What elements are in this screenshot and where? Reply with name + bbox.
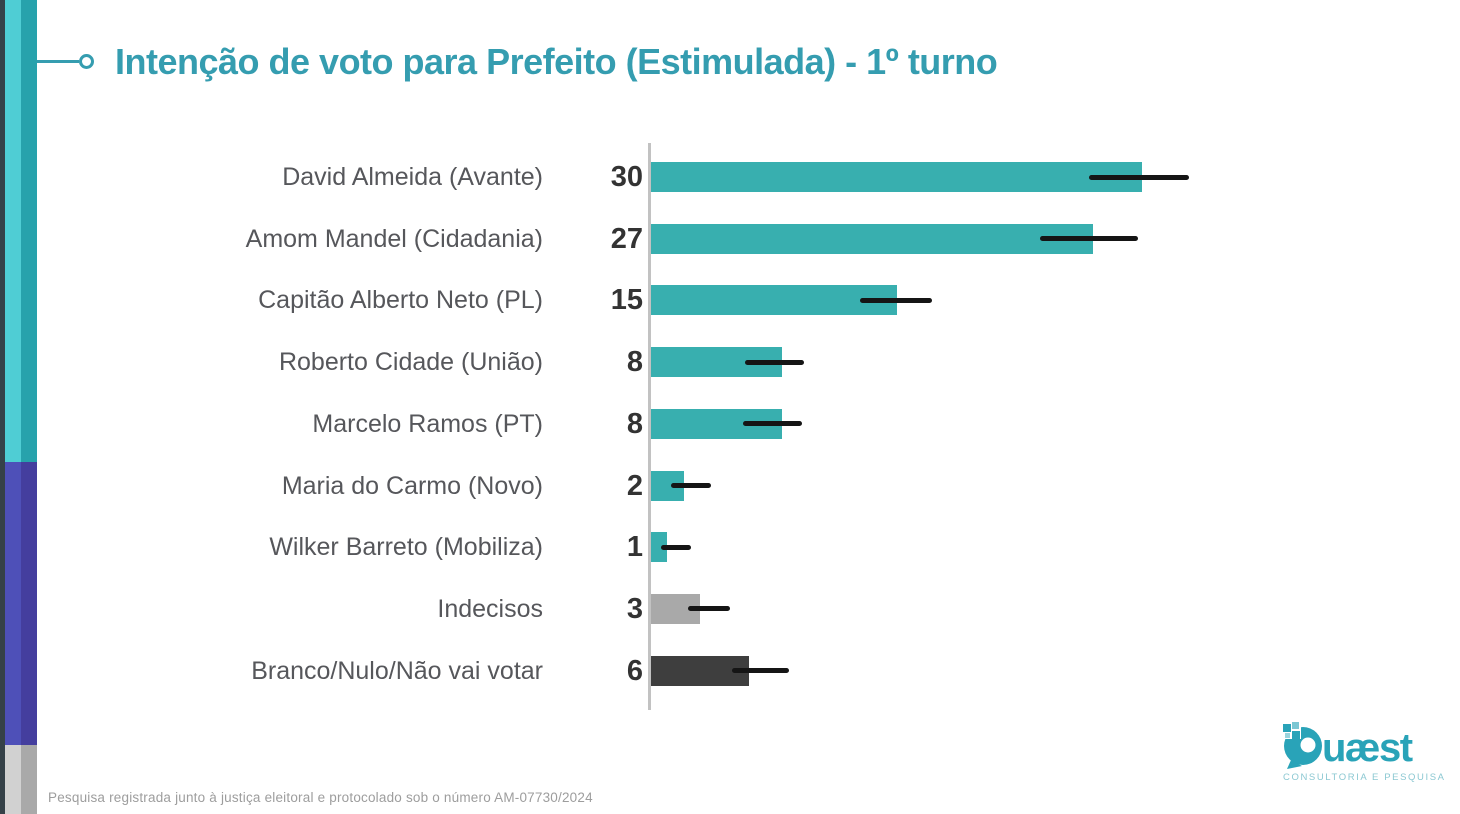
row-error-bar: [671, 483, 711, 488]
row-bar: [651, 285, 897, 316]
sidebar-stripe-purple-light: [5, 462, 21, 745]
logo-subtitle: CONSULTORIA E PESQUISA: [1283, 772, 1446, 783]
row-error-bar: [859, 297, 932, 303]
chart-baseline-axis: [648, 143, 651, 710]
row-label: Indecisos: [437, 594, 543, 623]
logo-wordmark: uæst: [1283, 722, 1414, 770]
logo-q-icon: [1283, 722, 1322, 769]
registration-footnote: Pesquisa registrada junto à justiça elei…: [48, 790, 593, 805]
row-value: 2: [626, 469, 643, 502]
sidebar: [5, 0, 37, 814]
row-label: Maria do Carmo (Novo): [281, 471, 543, 500]
sidebar-stripe-gray-light: [5, 745, 21, 814]
row-label: Capitão Alberto Neto (PL): [258, 286, 543, 315]
page-title: Intenção de voto para Prefeito (Estimula…: [115, 41, 998, 82]
sidebar-section-teal: [5, 0, 37, 462]
row-error-bar: [743, 421, 803, 427]
header-connector-line: [37, 60, 79, 63]
sidebar-edge: [0, 0, 5, 814]
sidebar-stripe-gray-dark: [21, 745, 37, 814]
row-error-bar: [687, 606, 731, 612]
sidebar-section-purple: [5, 462, 37, 745]
row-label: Branco/Nulo/Não vai votar: [251, 656, 543, 685]
row-label: Marcelo Ramos (PT): [312, 409, 543, 438]
row-label: David Almeida (Avante): [282, 163, 543, 191]
row-value: 30: [610, 161, 643, 193]
row-label: Roberto Cidade (União): [278, 348, 543, 377]
header-bullet-ring-icon: [79, 54, 94, 69]
row-error-bar: [1088, 174, 1189, 180]
row-value: 15: [610, 284, 643, 317]
row-label: Amom Mandel (Cidadania): [245, 224, 543, 253]
row-bar: [651, 162, 1143, 192]
row-error-bar: [744, 359, 804, 365]
row-error-bar: [731, 668, 790, 674]
logo-brand-text: uæst: [1322, 726, 1413, 770]
row-bar: [651, 223, 1093, 254]
row-value: 8: [626, 346, 643, 379]
quaest-logo: uæst CONSULTORIA E PESQUISA: [1282, 722, 1446, 794]
sidebar-section-gray: [5, 745, 37, 814]
row-bar: [651, 532, 668, 563]
row-value: 27: [610, 222, 643, 255]
sidebar-stripe-teal-light: [5, 0, 21, 462]
sidebar-stripe-teal-dark: [21, 0, 37, 462]
row-value: 3: [626, 592, 643, 625]
row-error-bar: [1039, 236, 1138, 242]
row-label: Wilker Barreto (Mobiliza): [269, 533, 543, 562]
row-value: 6: [626, 654, 643, 687]
row-error-bar: [661, 544, 691, 550]
row-value: 8: [626, 407, 643, 440]
sidebar-stripe-purple-dark: [21, 462, 37, 745]
row-value: 1: [626, 531, 643, 564]
